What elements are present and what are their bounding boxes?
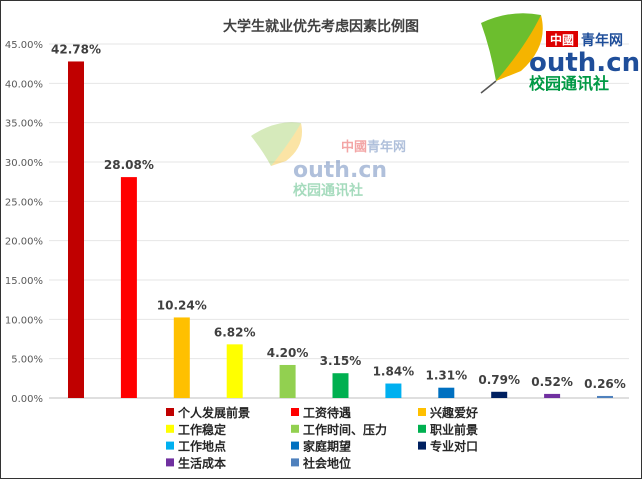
- data-label: 0.52%: [531, 375, 573, 389]
- svg-text:校园通讯社: 校园通讯社: [293, 182, 363, 199]
- legend-swatch: [291, 408, 299, 416]
- bar-9: [491, 391, 508, 398]
- y-tick-label: 0.00%: [11, 394, 43, 405]
- bar-11: [597, 395, 613, 398]
- y-tick-label: 5.00%: [11, 355, 43, 366]
- data-label: 1.84%: [373, 365, 415, 379]
- legend-label: 工作时间、压力: [303, 422, 387, 437]
- bar-8: [438, 387, 455, 398]
- bar-1: [68, 61, 84, 399]
- legend-label: 社会地位: [302, 455, 351, 470]
- chart-title: 大学生就业优先考虑因素比例图: [223, 18, 419, 35]
- bar-6: [332, 373, 349, 398]
- svg-text:中國: 中國: [550, 32, 574, 47]
- y-tick-label: 15.00%: [5, 276, 43, 287]
- legend-label: 工作稳定: [178, 422, 226, 437]
- data-label: 0.26%: [584, 377, 626, 391]
- legend-swatch: [166, 458, 174, 467]
- legend-swatch: [418, 424, 426, 433]
- bar-3: [173, 317, 190, 398]
- legend-swatch: [291, 424, 299, 433]
- y-tick-label: 35.00%: [5, 119, 43, 130]
- legend-swatch: [418, 441, 426, 450]
- y-tick-label: 10.00%: [5, 315, 43, 326]
- legend-label: 生活成本: [178, 455, 226, 470]
- bar-7: [385, 383, 402, 398]
- bar-4: [226, 344, 243, 398]
- legend-label: 职业前景: [430, 422, 478, 437]
- watermark-logo: 中國 青年网 outh.cn 校园通讯社: [251, 122, 406, 199]
- bar-5: [279, 364, 296, 398]
- bar-2: [120, 177, 137, 398]
- data-label: 4.20%: [267, 346, 309, 360]
- legend-label: 个人发展前景: [177, 405, 250, 420]
- svg-text:青年网: 青年网: [367, 139, 406, 155]
- legend-swatch: [166, 441, 174, 450]
- legend-label: 专业对口: [430, 439, 478, 454]
- svg-text:校园通讯社: 校园通讯社: [529, 74, 609, 93]
- legend-swatch: [291, 441, 299, 450]
- legend-label: 兴趣爱好: [430, 405, 478, 420]
- legend-label: 工作地点: [178, 439, 226, 454]
- y-tick-label: 20.00%: [5, 237, 43, 248]
- y-tick-label: 25.00%: [5, 197, 43, 208]
- svg-text:outh.cn: outh.cn: [293, 158, 387, 183]
- gridlines: 0.00% 5.00% 10.00% 15.00% 20.00% 25.00% 30.00%…: [5, 40, 629, 405]
- youth-cn-logo: 中國 青年网 outh.cn 校园通讯社: [480, 13, 640, 94]
- bars: 42.78% 28.08% 10.24% 6.82% 4.20% 3.15% 1.84% 1.…: [51, 42, 626, 399]
- legend-swatch: [418, 408, 426, 416]
- data-label: 10.24%: [157, 298, 207, 312]
- data-label: 0.79%: [478, 373, 520, 387]
- svg-text:中國: 中國: [341, 139, 367, 155]
- legend-label: 工资待遇: [303, 405, 351, 420]
- y-tick-label: 40.00%: [5, 79, 43, 90]
- legend-swatch: [166, 408, 174, 416]
- data-label: 6.82%: [214, 325, 256, 339]
- legend-swatch: [166, 424, 174, 433]
- y-tick-label: 30.00%: [5, 158, 43, 169]
- data-label: 1.31%: [425, 369, 467, 383]
- data-label: 28.08%: [104, 158, 154, 172]
- legend-label: 家庭期望: [303, 439, 351, 454]
- data-label: 42.78%: [51, 42, 101, 56]
- legend-swatch: [291, 458, 299, 467]
- data-label: 3.15%: [320, 354, 362, 368]
- svg-text:青年网: 青年网: [581, 32, 623, 49]
- y-tick-label: 45.00%: [5, 40, 43, 51]
- svg-text:outh.cn: outh.cn: [529, 48, 640, 78]
- bar-10: [544, 393, 561, 398]
